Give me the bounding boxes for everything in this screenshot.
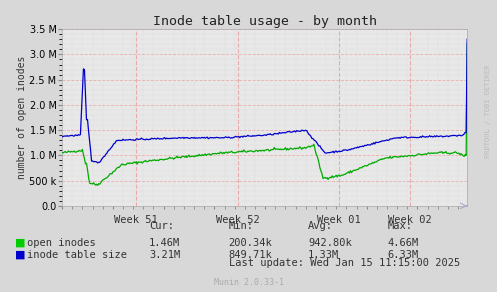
Title: Inode table usage - by month: Inode table usage - by month (153, 15, 377, 28)
Text: Min:: Min: (229, 221, 253, 231)
Text: Week 52: Week 52 (216, 215, 259, 225)
Text: inode table size: inode table size (27, 250, 127, 260)
Text: 942.80k: 942.80k (308, 238, 352, 248)
Text: ■: ■ (15, 250, 25, 260)
Text: ■: ■ (15, 238, 25, 248)
Text: open inodes: open inodes (27, 238, 96, 248)
Text: Week 02: Week 02 (389, 215, 432, 225)
Text: Last update: Wed Jan 15 11:15:00 2025: Last update: Wed Jan 15 11:15:00 2025 (229, 258, 460, 268)
Text: 849.71k: 849.71k (229, 250, 272, 260)
Text: Cur:: Cur: (149, 221, 174, 231)
Text: 4.66M: 4.66M (388, 238, 419, 248)
Text: 200.34k: 200.34k (229, 238, 272, 248)
Text: 1.33M: 1.33M (308, 250, 339, 260)
Text: RRDTOOL / TOBI OETIKER: RRDTOOL / TOBI OETIKER (485, 64, 491, 158)
Text: Week 01: Week 01 (318, 215, 361, 225)
Text: Max:: Max: (388, 221, 413, 231)
Text: 1.46M: 1.46M (149, 238, 180, 248)
Text: Week 51: Week 51 (114, 215, 158, 225)
Y-axis label: number of open inodes: number of open inodes (16, 56, 26, 179)
Text: 3.21M: 3.21M (149, 250, 180, 260)
Text: Avg:: Avg: (308, 221, 333, 231)
Text: Munin 2.0.33-1: Munin 2.0.33-1 (214, 278, 283, 287)
Text: 6.33M: 6.33M (388, 250, 419, 260)
